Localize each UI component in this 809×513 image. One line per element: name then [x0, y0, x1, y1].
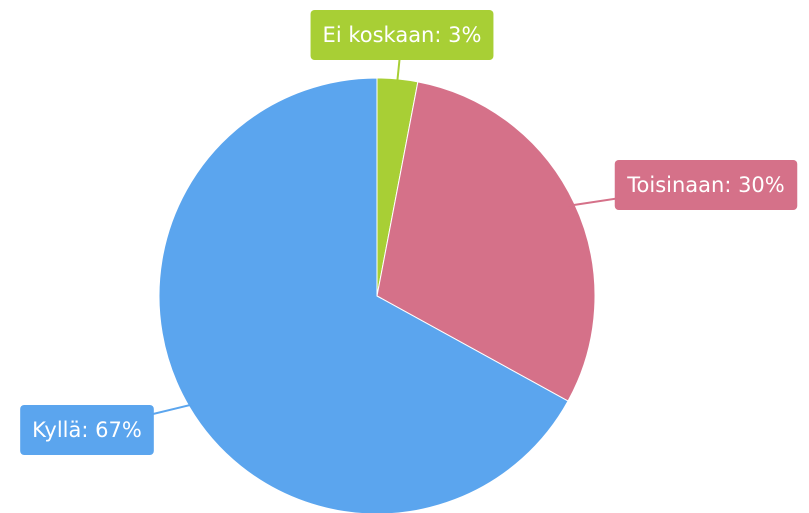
label-box — [310, 10, 494, 60]
pie-slice — [158, 77, 569, 513]
data-label: Toisinaan: 30% — [626, 173, 785, 197]
label-box — [20, 405, 154, 455]
data-label: Ei koskaan: 3% — [323, 23, 482, 47]
label-box — [614, 160, 798, 210]
data-label: Kyllä: 67% — [32, 418, 142, 442]
pie-slice — [376, 81, 596, 402]
